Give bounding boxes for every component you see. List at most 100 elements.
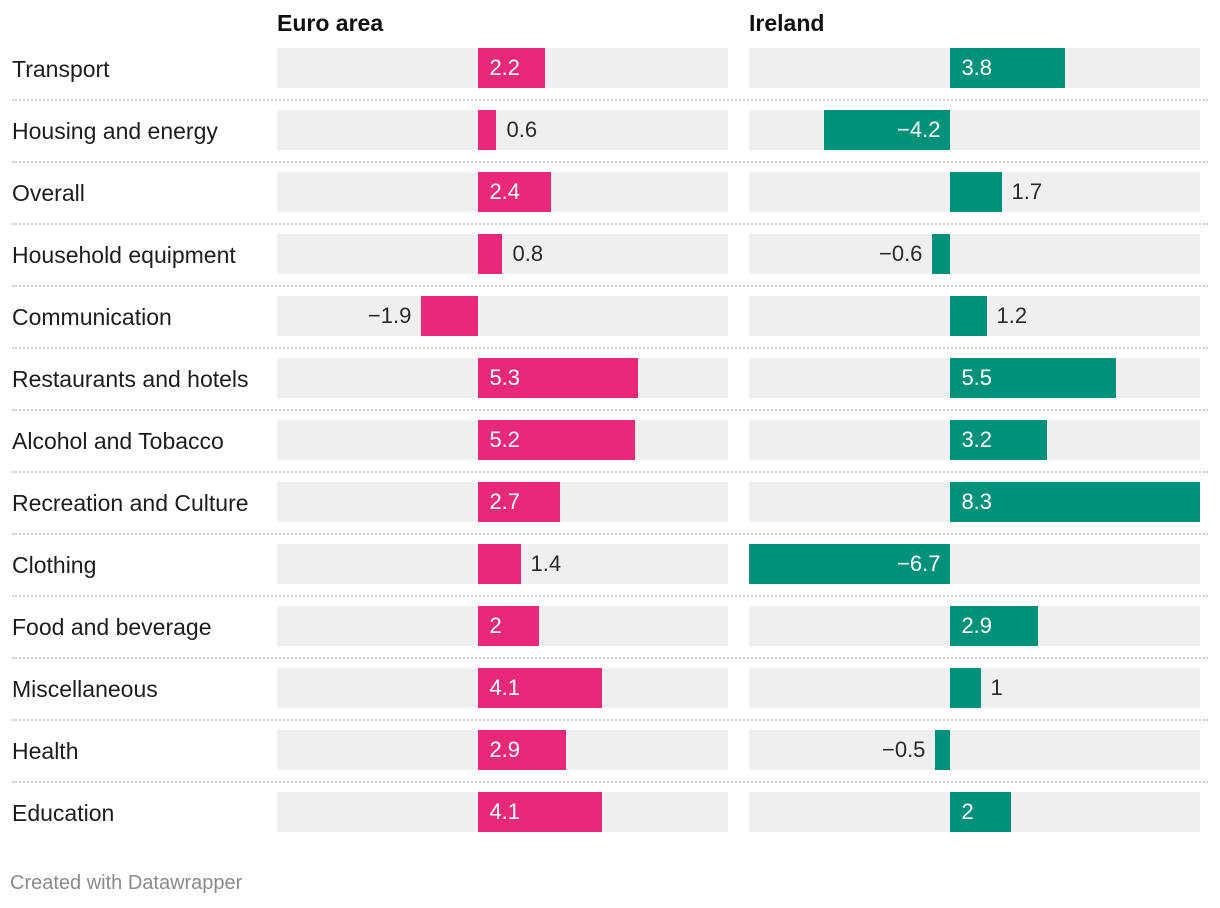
bar-track: 5.5 — [749, 358, 1200, 398]
chart-row: Miscellaneous 4.1 1 — [0, 658, 1220, 721]
value-label: 3.2 — [961, 427, 993, 452]
bar-track: 3.8 — [749, 48, 1200, 88]
row-divider — [12, 285, 1208, 287]
bar-track: 1.2 — [749, 296, 1200, 336]
row-divider — [12, 409, 1208, 411]
value-label: 0.6 — [506, 117, 538, 142]
bar-track: 2.2 — [277, 48, 728, 88]
value-label: 2 — [489, 613, 502, 638]
value-label: 0.8 — [512, 241, 544, 266]
value-label: 5.2 — [489, 427, 521, 452]
chart-row: Food and beverage 2 2.9 — [0, 596, 1220, 659]
row-divider — [12, 781, 1208, 783]
category-label: Miscellaneous — [12, 676, 158, 702]
value-label: 1.4 — [530, 551, 562, 576]
bar-euro-area — [421, 296, 479, 336]
category-label: Household equipment — [12, 242, 236, 268]
bar-track: 8.3 — [749, 482, 1200, 522]
value-label: 2.7 — [489, 489, 521, 514]
bar-ireland — [950, 172, 1002, 212]
bar-euro-area — [478, 544, 521, 584]
bar-track: 4.1 — [277, 792, 728, 832]
bar-ireland — [749, 544, 951, 584]
bar-track: −4.2 — [749, 110, 1200, 150]
column-header-ireland: Ireland — [749, 10, 825, 36]
row-divider — [12, 657, 1208, 659]
value-label: −0.6 — [878, 241, 923, 266]
chart-row: Health 2.9 −0.5 — [0, 720, 1220, 783]
bar-track: 1.4 — [277, 544, 728, 584]
chart-row: Recreation and Culture 2.7 8.3 — [0, 472, 1220, 535]
chart-row: Clothing 1.4 −6.7 — [0, 534, 1220, 597]
value-label: 2 — [961, 799, 974, 824]
bar-euro-area — [478, 420, 635, 460]
bar-euro-area — [478, 358, 638, 398]
bar-track: 3.2 — [749, 420, 1200, 460]
row-divider — [12, 99, 1208, 101]
value-label: 2.4 — [489, 179, 521, 204]
bar-ireland — [950, 296, 987, 336]
chart-row: Education 4.1 2 — [0, 782, 1220, 844]
bar-track: 2.9 — [749, 606, 1200, 646]
bar-euro-area — [478, 482, 560, 522]
row-divider — [12, 161, 1208, 163]
value-label: 8.3 — [961, 489, 993, 514]
bar-track: 0.6 — [277, 110, 728, 150]
bar-track: 2.7 — [277, 482, 728, 522]
value-label: 1.7 — [1011, 179, 1043, 204]
value-label: 3.8 — [961, 55, 993, 80]
column-header-euro-area: Euro area — [277, 10, 384, 36]
chart-row: Overall 2.4 1.7 — [0, 162, 1220, 225]
bar-track: 2 — [749, 792, 1200, 832]
bar-ireland — [950, 420, 1047, 460]
bar-track: −0.5 — [749, 730, 1200, 770]
chart-row: Alcohol and Tobacco 5.2 3.2 — [0, 410, 1220, 473]
bar-track: 1 — [749, 668, 1200, 708]
value-label: −1.9 — [367, 303, 412, 328]
value-label: 1 — [990, 675, 1003, 700]
bar-ireland — [950, 482, 1200, 522]
row-divider — [12, 533, 1208, 535]
value-label: −6.7 — [897, 551, 941, 576]
value-label: 2.9 — [961, 613, 993, 638]
chart-row: Household equipment 0.8 −0.6 — [0, 224, 1220, 287]
category-label: Recreation and Culture — [12, 490, 249, 516]
bar-track: 5.2 — [277, 420, 728, 460]
bar-ireland — [950, 792, 1011, 832]
category-label: Clothing — [12, 552, 97, 578]
bar-track: 5.3 — [277, 358, 728, 398]
bar-track: 2.4 — [277, 172, 728, 212]
category-label: Alcohol and Tobacco — [12, 428, 224, 454]
value-label: −4.2 — [897, 117, 941, 142]
chart-row: Restaurants and hotels 5.3 5.5 — [0, 348, 1220, 411]
value-label: 4.1 — [489, 675, 521, 700]
category-label: Health — [12, 738, 79, 764]
bar-euro-area — [478, 110, 497, 150]
bar-ireland — [932, 234, 951, 274]
value-label: 1.2 — [996, 303, 1028, 328]
bar-ireland — [950, 48, 1065, 88]
bar-track: −0.6 — [749, 234, 1200, 274]
value-label: 2.9 — [489, 737, 521, 762]
bar-ireland — [950, 358, 1116, 398]
row-divider — [12, 595, 1208, 597]
bar-track: 0.8 — [277, 234, 728, 274]
chart-row: Communication −1.9 1.2 — [0, 286, 1220, 349]
bar-euro-area — [478, 730, 566, 770]
category-label: Restaurants and hotels — [12, 366, 249, 392]
category-label: Overall — [12, 180, 85, 206]
chart-row: Housing and energy 0.6 −4.2 — [0, 100, 1220, 163]
category-label: Education — [12, 800, 115, 826]
bar-euro-area — [478, 48, 545, 88]
bar-track: 2 — [277, 606, 728, 646]
value-label: 5.5 — [961, 365, 993, 390]
row-divider — [12, 719, 1208, 721]
bar-ireland — [950, 606, 1038, 646]
bar-ireland — [824, 110, 951, 150]
bar-euro-area — [478, 792, 602, 832]
value-label: 4.1 — [489, 799, 521, 824]
bar-ireland — [935, 730, 951, 770]
value-label: 5.3 — [489, 365, 521, 390]
row-divider — [12, 471, 1208, 473]
category-label: Communication — [12, 304, 172, 330]
